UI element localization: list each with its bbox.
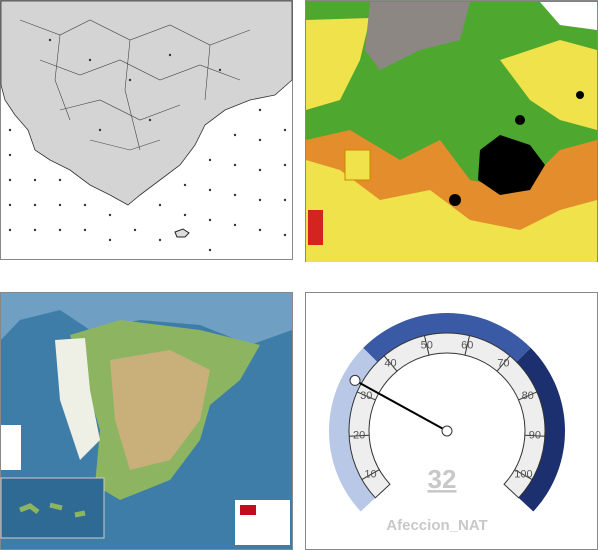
gauge-band (516, 347, 565, 512)
tick-mark (423, 335, 430, 356)
tick-mark (514, 469, 533, 480)
tick-mark (383, 355, 398, 372)
tick-label: 70 (497, 357, 509, 369)
tick-label: 10 (364, 469, 376, 481)
tick-label: 80 (522, 390, 534, 402)
tick-label: 90 (529, 430, 541, 442)
tick-mark (518, 391, 538, 401)
scale-ring (348, 332, 546, 499)
tick-mark (524, 434, 545, 437)
coast-map (0, 0, 293, 260)
tick-label: 20 (353, 430, 365, 442)
needle (354, 379, 448, 432)
needle-tip (349, 374, 361, 386)
gauge-band (363, 313, 531, 362)
gauge-band (329, 347, 378, 512)
tick-mark (496, 355, 511, 372)
tick-label: 30 (360, 390, 372, 402)
tick-label: 40 (384, 357, 396, 369)
gauge-panel: Afeccion_NAT 10 20 30 40 50 60 70 80 90 100 32 (305, 292, 598, 550)
relief-map (0, 292, 293, 550)
tick-mark (356, 391, 376, 401)
tick-mark (361, 469, 380, 480)
needle-hub (441, 425, 453, 437)
tick-label: 60 (461, 339, 473, 351)
grid-dots (8, 38, 287, 252)
tick-mark (464, 335, 471, 356)
tick-mark (349, 434, 370, 437)
tick-label: 50 (421, 339, 433, 351)
landcover-map (305, 0, 598, 262)
gauge-title: Afeccion_NAT (386, 517, 487, 534)
gauge-value: 32 (428, 464, 457, 494)
tick-label: 100 (514, 469, 532, 481)
